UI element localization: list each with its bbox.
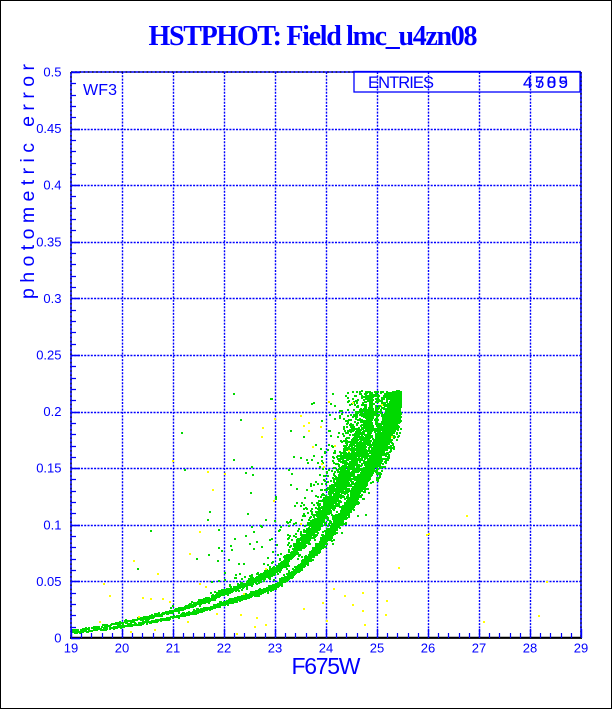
svg-text:26: 26 bbox=[421, 641, 435, 656]
svg-text:0: 0 bbox=[54, 631, 61, 646]
svg-text:0.3: 0.3 bbox=[43, 291, 61, 306]
svg-text:24: 24 bbox=[319, 641, 333, 656]
svg-text:28: 28 bbox=[523, 641, 537, 656]
svg-text:0.25: 0.25 bbox=[36, 348, 61, 363]
svg-text:29: 29 bbox=[574, 641, 588, 656]
svg-text:19: 19 bbox=[64, 641, 78, 656]
svg-text:HSTPHOT: Field lmc_u4zn08: HSTPHOT: Field lmc_u4zn08 bbox=[149, 21, 478, 52]
svg-text:0.35: 0.35 bbox=[36, 234, 61, 249]
svg-text:F675W: F675W bbox=[292, 653, 361, 679]
svg-text:0.1: 0.1 bbox=[43, 517, 61, 532]
svg-text:23: 23 bbox=[268, 641, 282, 656]
svg-text:ENTRIES: ENTRIES bbox=[368, 74, 434, 92]
svg-text:22: 22 bbox=[217, 641, 231, 656]
svg-text:photometric error: photometric error bbox=[17, 64, 39, 300]
svg-text:20: 20 bbox=[115, 641, 129, 656]
svg-text:WF3: WF3 bbox=[83, 82, 117, 99]
svg-text:0.4: 0.4 bbox=[43, 178, 61, 193]
svg-text:25: 25 bbox=[370, 641, 384, 656]
svg-text:0.2: 0.2 bbox=[43, 404, 61, 419]
svg-text:0.15: 0.15 bbox=[36, 461, 61, 476]
svg-text:0.05: 0.05 bbox=[36, 574, 61, 589]
svg-text:27: 27 bbox=[472, 641, 486, 656]
svg-text:0.45: 0.45 bbox=[36, 121, 61, 136]
svg-text:0.5: 0.5 bbox=[43, 65, 61, 80]
svg-text:21: 21 bbox=[166, 641, 180, 656]
